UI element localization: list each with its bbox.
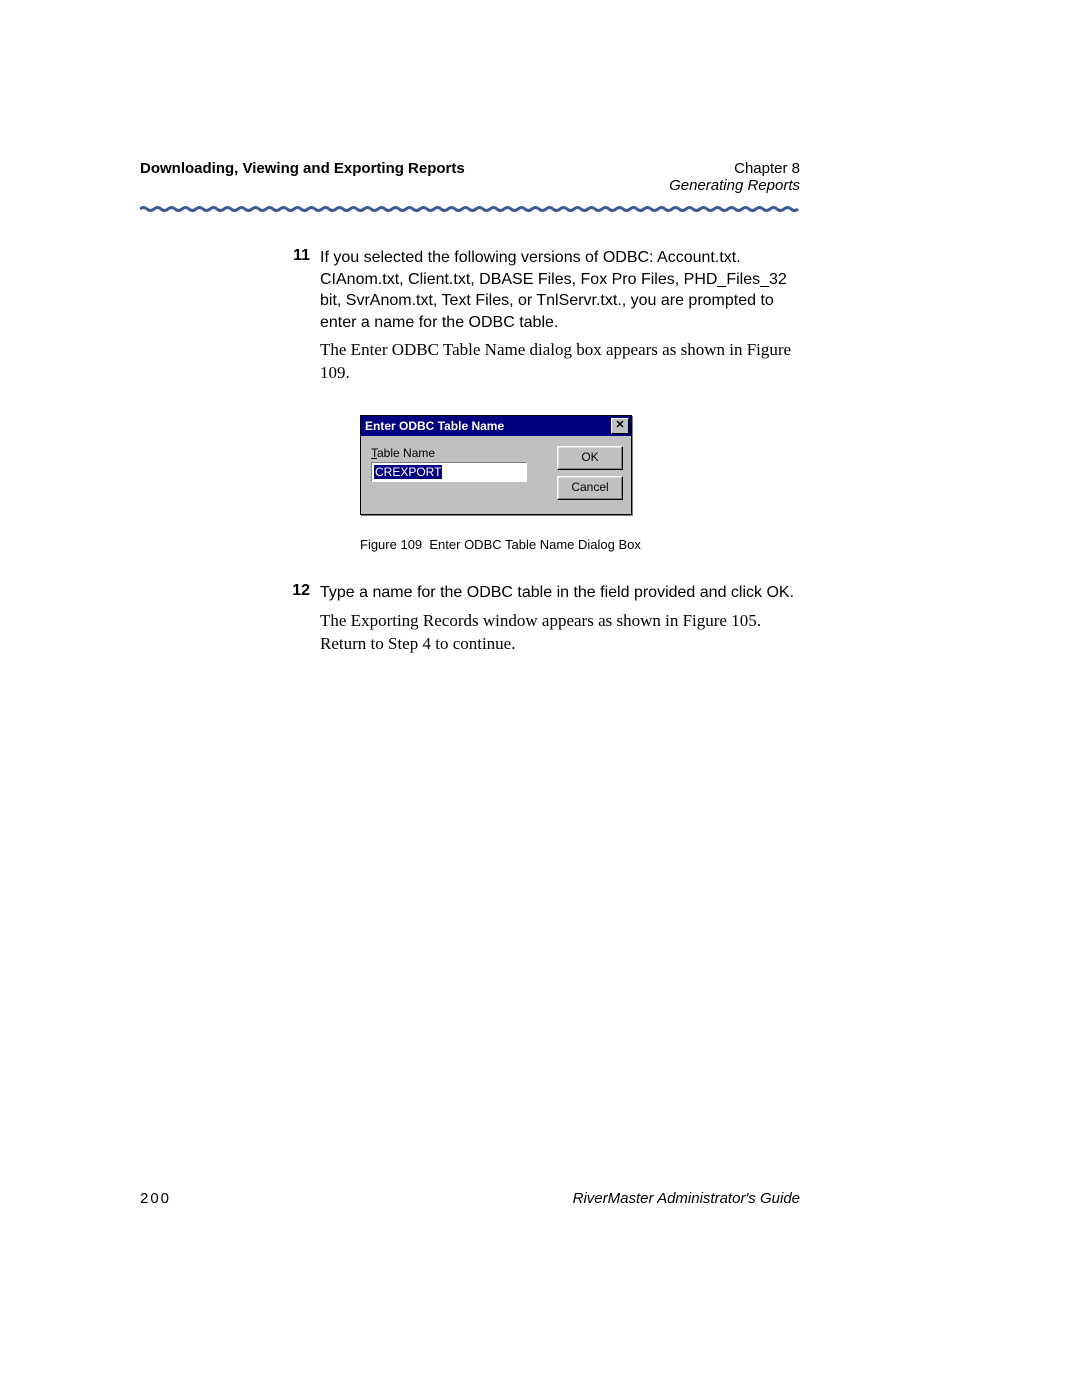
figure-text: Enter ODBC Table Name Dialog Box (429, 537, 640, 552)
step-number: 12 (280, 582, 320, 604)
dialog-body: Table Name CREXPORT OK Cancel (361, 436, 631, 514)
page-number: 200 (140, 1190, 171, 1207)
cancel-button[interactable]: Cancel (557, 476, 623, 500)
step-number: 11 (280, 247, 320, 333)
close-icon[interactable]: ✕ (611, 418, 629, 434)
page-footer: 200 RiverMaster Administrator's Guide (140, 1190, 800, 1207)
figure-label: Figure 109 (360, 537, 422, 552)
input-selection: CREXPORT (374, 465, 442, 479)
content-area: 11 If you selected the following version… (280, 247, 800, 656)
chapter-label: Chapter 8 (669, 160, 800, 177)
page-header: Downloading, Viewing and Exporting Repor… (140, 160, 800, 194)
button-column: OK Cancel (557, 446, 623, 500)
step-11: 11 If you selected the following version… (280, 247, 800, 333)
figure-caption: Figure 109 Enter ODBC Table Name Dialog … (360, 537, 800, 552)
table-name-input[interactable]: CREXPORT (371, 462, 527, 482)
step-text: Type a name for the ODBC table in the fi… (320, 582, 794, 604)
header-title: Downloading, Viewing and Exporting Repor… (140, 160, 465, 177)
section-label: Generating Reports (669, 177, 800, 194)
ok-button[interactable]: OK (557, 446, 623, 470)
step-12: 12 Type a name for the ODBC table in the… (280, 582, 800, 604)
label-rest: able Name (377, 446, 435, 460)
step-11-after: The Enter ODBC Table Name dialog box app… (320, 339, 800, 385)
dialog-figure: Enter ODBC Table Name ✕ Table Name CREXP… (360, 415, 800, 515)
field-area: Table Name CREXPORT (371, 446, 537, 482)
dialog-title: Enter ODBC Table Name (365, 419, 504, 433)
header-meta: Chapter 8 Generating Reports (669, 160, 800, 194)
guide-title: RiverMaster Administrator's Guide (573, 1190, 800, 1207)
wave-divider (140, 204, 800, 214)
odbc-dialog: Enter ODBC Table Name ✕ Table Name CREXP… (360, 415, 632, 515)
table-name-label: Table Name (371, 446, 537, 460)
document-page: Downloading, Viewing and Exporting Repor… (140, 160, 800, 656)
dialog-titlebar: Enter ODBC Table Name ✕ (361, 416, 631, 436)
step-12-after: The Exporting Records window appears as … (320, 610, 800, 656)
step-text: If you selected the following versions o… (320, 247, 800, 333)
